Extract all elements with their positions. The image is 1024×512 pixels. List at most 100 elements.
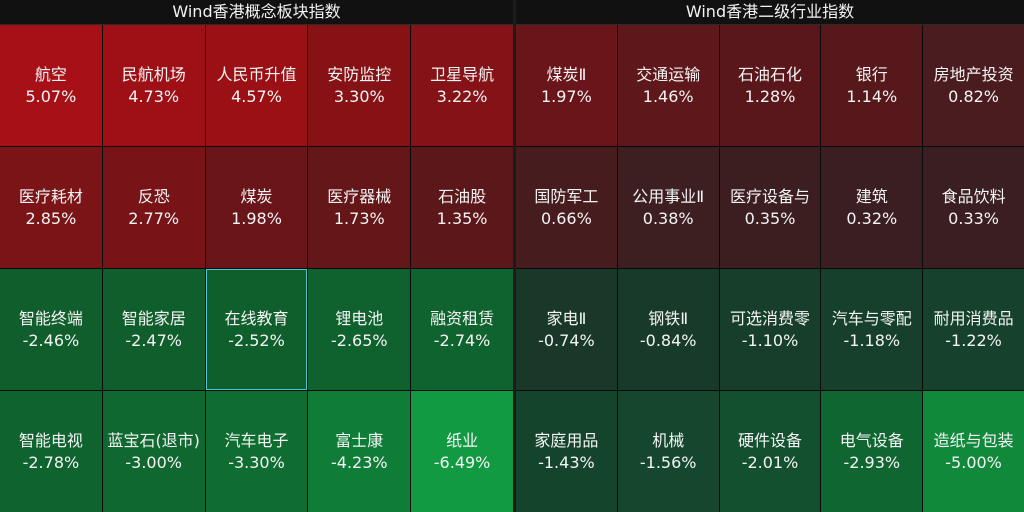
sector-tile[interactable]: 医疗器械 1.73%	[308, 147, 411, 268]
sector-name: 医疗器械	[327, 186, 392, 206]
sector-name: 公用事业Ⅱ	[632, 186, 705, 206]
sector-tile[interactable]: 锂电池 -2.65%	[308, 269, 411, 390]
sector-tile[interactable]: 石油股 1.35%	[411, 147, 513, 268]
sector-change-percent: 5.07%	[25, 86, 77, 106]
sector-change-percent: -2.93%	[843, 452, 901, 472]
sector-name: 钢铁Ⅱ	[648, 308, 689, 328]
sector-name: 融资租赁	[430, 308, 495, 328]
sector-change-percent: -2.52%	[228, 330, 285, 350]
sector-name: 交通运输	[636, 64, 701, 84]
sector-tile[interactable]: 卫星导航 3.22%	[411, 25, 513, 146]
sector-name: 硬件设备	[737, 430, 802, 450]
sector-tile[interactable]: 石油石化 1.28%	[719, 25, 821, 146]
sector-tile[interactable]: 煤炭 1.98%	[205, 147, 308, 268]
sector-tile[interactable]: 造纸与包装 -5.00%	[923, 391, 1024, 512]
sector-change-percent: 3.22%	[436, 86, 488, 106]
sector-tile[interactable]: 食品饮料 0.33%	[923, 147, 1024, 268]
industry-index-panel: Wind香港二级行业指数 煤炭Ⅱ 1.97% 交通运输 1.46% 石油石化 1.28% 银…	[516, 0, 1024, 512]
sector-tile[interactable]: 煤炭Ⅱ 1.97%	[516, 25, 617, 146]
sector-tile[interactable]: 医疗耗材 2.85%	[0, 147, 102, 268]
sector-tile[interactable]: 民航机场 4.73%	[102, 25, 205, 146]
sector-change-percent: -2.65%	[330, 330, 388, 350]
sector-name: 家电Ⅱ	[546, 308, 587, 328]
sector-tile[interactable]: 耐用消费品 -1.22%	[923, 269, 1024, 390]
sector-change-percent: 1.35%	[436, 208, 488, 228]
sector-change-percent: 4.73%	[128, 86, 180, 106]
sector-name: 煤炭Ⅱ	[546, 64, 587, 84]
sector-tile[interactable]: 在线教育 -2.52%	[205, 269, 308, 390]
sector-tile[interactable]: 建筑 0.32%	[821, 147, 923, 268]
sector-name: 银行	[855, 64, 888, 84]
sector-name: 医疗设备与	[729, 186, 810, 206]
sector-tile[interactable]: 国防军工 0.66%	[516, 147, 617, 268]
sector-tile[interactable]: 公用事业Ⅱ 0.38%	[617, 147, 719, 268]
sector-change-percent: -2.47%	[125, 330, 182, 350]
sector-tile[interactable]: 航空 5.07%	[0, 25, 102, 146]
sector-name: 反恐	[137, 186, 170, 206]
sector-name: 医疗耗材	[18, 186, 83, 206]
sector-change-percent: 0.35%	[744, 208, 796, 228]
sector-tile[interactable]: 安防监控 3.30%	[308, 25, 411, 146]
sector-tile[interactable]: 智能家居 -2.47%	[102, 269, 205, 390]
sector-change-percent: -3.00%	[125, 452, 182, 472]
industry-index-grid: 煤炭Ⅱ 1.97% 交通运输 1.46% 石油石化 1.28% 银行 1.14% 房地产投资 0.…	[516, 25, 1024, 512]
sector-change-percent: -2.78%	[22, 452, 80, 472]
sector-name: 智能终端	[18, 308, 83, 328]
sector-tile[interactable]: 纸业 -6.49%	[411, 391, 513, 512]
sector-tile[interactable]: 医疗设备与 0.35%	[719, 147, 821, 268]
industry-index-title: Wind香港二级行业指数	[516, 0, 1024, 25]
sector-tile[interactable]: 蓝宝石(退市) -3.00%	[102, 391, 205, 512]
sector-tile[interactable]: 汽车电子 -3.30%	[205, 391, 308, 512]
sector-change-percent: 0.66%	[540, 208, 592, 228]
sector-name: 房地产投资	[933, 64, 1014, 84]
sector-tile[interactable]: 智能终端 -2.46%	[0, 269, 102, 390]
sector-name: 锂电池	[335, 308, 384, 328]
sector-name: 石油股	[438, 186, 487, 206]
sector-tile[interactable]: 汽车与零配 -1.18%	[821, 269, 923, 390]
sector-change-percent: -2.46%	[22, 330, 80, 350]
sector-tile[interactable]: 家庭用品 -1.43%	[516, 391, 617, 512]
sector-name: 煤炭	[240, 186, 273, 206]
sector-change-percent: 2.77%	[128, 208, 180, 228]
sector-name: 造纸与包装	[933, 430, 1014, 450]
sector-change-percent: 0.33%	[948, 208, 999, 228]
sector-tile[interactable]: 钢铁Ⅱ -0.84%	[617, 269, 719, 390]
sector-name: 电气设备	[839, 430, 904, 450]
sector-tile[interactable]: 银行 1.14%	[821, 25, 923, 146]
sector-tile[interactable]: 智能电视 -2.78%	[0, 391, 102, 512]
sector-change-percent: 4.57%	[231, 86, 282, 106]
sector-tile[interactable]: 融资租赁 -2.74%	[411, 269, 513, 390]
sector-tile[interactable]: 反恐 2.77%	[102, 147, 205, 268]
sector-name: 富士康	[335, 430, 384, 450]
sector-tile[interactable]: 房地产投资 0.82%	[923, 25, 1024, 146]
sector-tile[interactable]: 富士康 -4.23%	[308, 391, 411, 512]
sector-name: 民航机场	[121, 64, 186, 84]
sector-name: 石油石化	[737, 64, 802, 84]
sector-change-percent: 0.82%	[948, 86, 999, 106]
sector-change-percent: -1.10%	[741, 330, 799, 350]
sector-tile[interactable]: 电气设备 -2.93%	[821, 391, 923, 512]
sector-name: 食品饮料	[941, 186, 1006, 206]
sector-name: 纸业	[446, 430, 479, 450]
sector-change-percent: 0.38%	[642, 208, 694, 228]
sector-tile[interactable]: 可选消费零 -1.10%	[719, 269, 821, 390]
sector-name: 蓝宝石(退市)	[107, 430, 200, 450]
concept-index-grid: 航空 5.07% 民航机场 4.73% 人民币升值 4.57% 安防监控 3.30% 卫星导航 3…	[0, 25, 513, 512]
sector-name: 国防军工	[534, 186, 599, 206]
sector-change-percent: -2.74%	[433, 330, 491, 350]
sector-tile[interactable]: 机械 -1.56%	[617, 391, 719, 512]
sector-change-percent: 1.28%	[744, 86, 796, 106]
sector-change-percent: -1.22%	[945, 330, 1002, 350]
sector-change-percent: 0.32%	[846, 208, 898, 228]
sector-tile[interactable]: 硬件设备 -2.01%	[719, 391, 821, 512]
sector-name: 智能电视	[18, 430, 83, 450]
sector-name: 汽车与零配	[831, 308, 912, 328]
sector-tile[interactable]: 人民币升值 4.57%	[205, 25, 308, 146]
sector-name: 在线教育	[224, 308, 289, 328]
panel-divider	[513, 0, 516, 512]
sector-name: 安防监控	[327, 64, 392, 84]
sector-tile[interactable]: 家电Ⅱ -0.74%	[516, 269, 617, 390]
sector-tile[interactable]: 交通运输 1.46%	[617, 25, 719, 146]
sector-name: 人民币升值	[216, 64, 297, 84]
